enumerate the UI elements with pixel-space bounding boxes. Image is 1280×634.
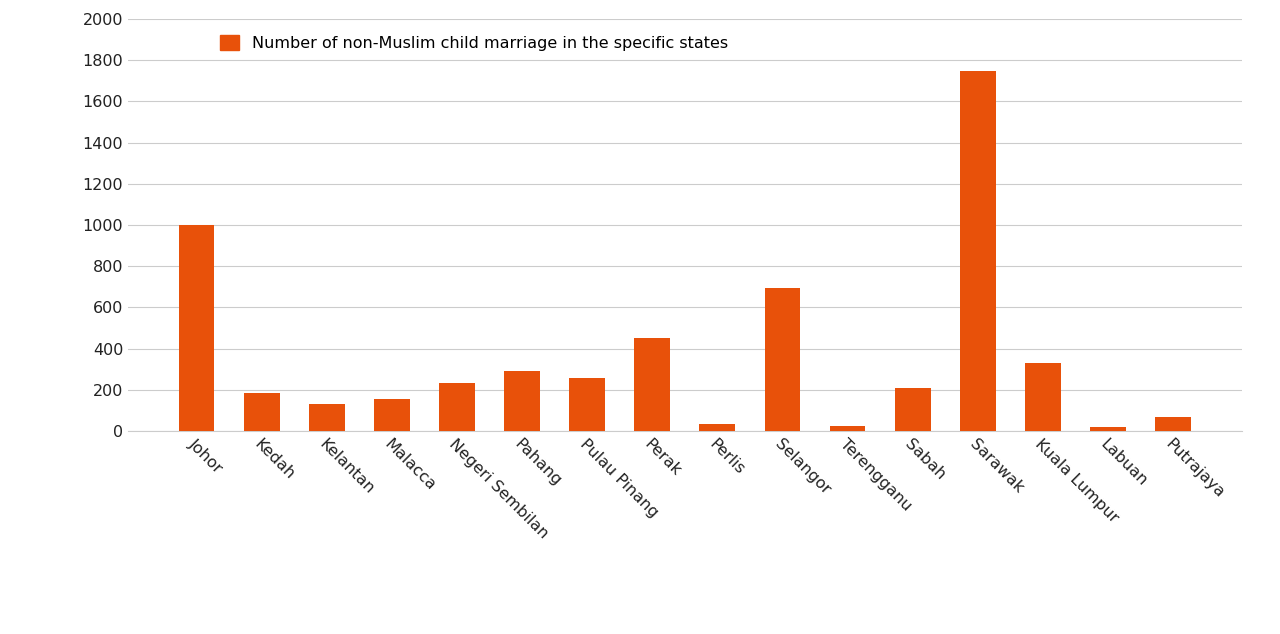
Bar bbox=[1091, 427, 1126, 431]
Bar bbox=[439, 383, 475, 431]
Bar bbox=[570, 377, 605, 431]
Bar bbox=[1155, 417, 1190, 431]
Bar bbox=[243, 393, 279, 431]
Bar bbox=[764, 288, 800, 431]
Bar bbox=[699, 424, 735, 431]
Bar bbox=[829, 426, 865, 431]
Bar bbox=[504, 372, 540, 431]
Bar bbox=[374, 399, 410, 431]
Bar bbox=[960, 70, 996, 431]
Bar bbox=[308, 404, 344, 431]
Legend: Number of non-Muslim child marriage in the specific states: Number of non-Muslim child marriage in t… bbox=[214, 29, 735, 58]
Bar bbox=[1025, 363, 1061, 431]
Bar bbox=[179, 225, 215, 431]
Bar bbox=[895, 388, 931, 431]
Bar bbox=[635, 339, 671, 431]
